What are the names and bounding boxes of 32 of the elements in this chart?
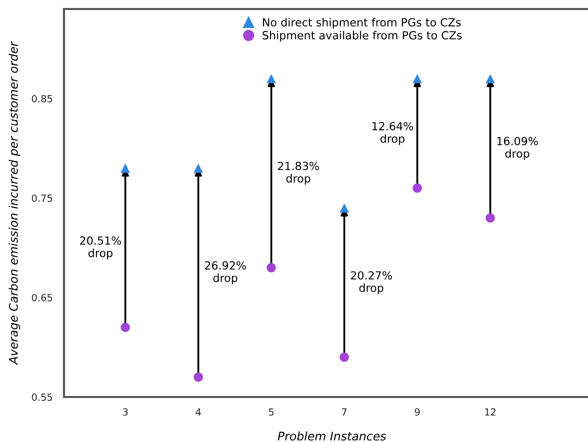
annotation: 21.83% drop: [278, 162, 319, 185]
point: [266, 263, 276, 272]
x-tick-label: 9: [414, 408, 420, 416]
point: [340, 203, 349, 213]
annotation: 26.92% drop: [204, 261, 246, 284]
x-tick-label: 12: [485, 408, 496, 416]
point: [486, 213, 495, 223]
y-axis-title: Average Carbon emission incurred per customer order: [8, 41, 20, 365]
point: [486, 74, 495, 84]
legend-label: Shipment available from PGs to CZs: [262, 30, 462, 42]
point: [120, 164, 130, 173]
y-tick-label: 0.85: [32, 95, 52, 102]
x-tick-label: 3: [122, 408, 128, 416]
point: [194, 372, 203, 382]
point: [412, 183, 422, 193]
point: [412, 74, 422, 84]
x-tick-label: 7: [342, 408, 347, 416]
annotation: 16.09% drop: [497, 136, 538, 160]
y-tick-label: 0.75: [32, 194, 52, 202]
x-tick-label: 5: [268, 408, 274, 416]
point: [194, 164, 203, 173]
point: [340, 352, 349, 362]
legend-label: No direct shipment from PGs to CZs: [263, 18, 461, 29]
annotation: 12.64% drop: [372, 122, 414, 145]
x-tick-label: 4: [196, 408, 201, 416]
point: [120, 322, 130, 332]
annotation: 20.27% drop: [350, 271, 392, 294]
y-tick-label: 0.55: [32, 393, 52, 401]
y-tick-label: 0.65: [32, 294, 52, 302]
annotation: 20.51% drop: [80, 236, 122, 260]
point: [266, 74, 276, 84]
x-axis-title: Problem Instances: [278, 431, 386, 441]
